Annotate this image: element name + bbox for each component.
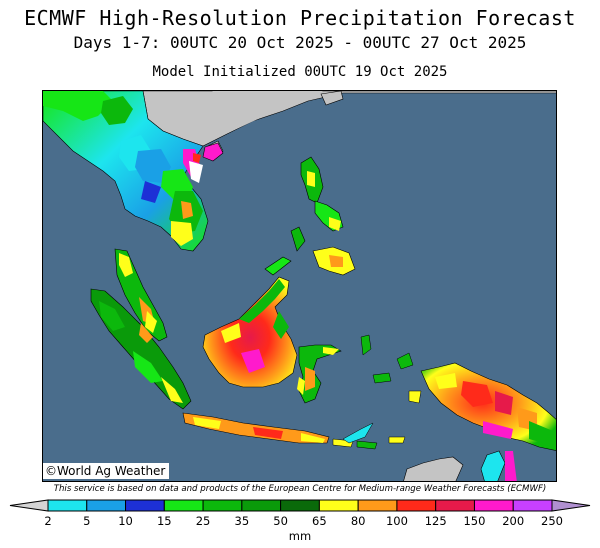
model-init-time: Model Initialized 00UTC 19 Oct 2025 xyxy=(152,64,448,80)
colorbar-swatch xyxy=(125,499,165,512)
colorbar-tick-label: 10 xyxy=(118,514,133,528)
malay-peninsula xyxy=(114,248,168,342)
forecast-period: Days 1-7: 00UTC 20 Oct 2025 - 00UTC 27 O… xyxy=(73,33,527,52)
maluku-islands xyxy=(360,334,422,404)
colorbar-swatch xyxy=(202,499,243,512)
colorbar-tick-label: 50 xyxy=(273,514,288,528)
lesser-sunda-islands xyxy=(332,422,406,450)
colorbar-tick-label: 2 xyxy=(44,514,52,528)
ecmwf-disclaimer: This service is based on data and produc… xyxy=(53,484,547,494)
colorbar-swatch xyxy=(86,499,127,512)
colorbar-swatch xyxy=(512,499,553,512)
credit-label: ©World Ag Weather xyxy=(43,463,170,479)
colorbar-swatch xyxy=(241,499,282,512)
colorbar-tick-label: 250 xyxy=(541,514,563,528)
precipitation-colorbar xyxy=(9,499,591,512)
borneo-island xyxy=(202,276,298,388)
colorbar-swatch xyxy=(47,499,88,512)
hainan-island xyxy=(202,142,224,162)
philippines-islands xyxy=(264,156,356,276)
colorbar-tick-label: 200 xyxy=(502,514,525,528)
colorbar-swatch xyxy=(280,499,320,512)
mainland-southeast-asia xyxy=(43,91,209,252)
colorbar-tick-label: 5 xyxy=(83,514,91,528)
sumatra-island xyxy=(90,288,192,410)
colorbar-arrow-low xyxy=(9,499,49,512)
northern-australia xyxy=(403,450,517,481)
colorbar-tick-label: 35 xyxy=(234,514,250,528)
colorbar-swatch xyxy=(357,499,398,512)
java-island xyxy=(182,412,330,444)
colorbar-swatch xyxy=(163,499,204,512)
colorbar-swatch xyxy=(473,499,514,512)
colorbar-arrow-high xyxy=(551,499,591,512)
precipitation-map xyxy=(42,90,557,482)
colorbar-tick-label: 150 xyxy=(463,514,486,528)
colorbar-swatch xyxy=(318,499,359,512)
colorbar-tick-label: 125 xyxy=(424,514,447,528)
colorbar-tick-label: 25 xyxy=(195,514,211,528)
colorbar-swatch xyxy=(435,499,475,512)
colorbar-tick-label: 65 xyxy=(312,514,327,528)
colorbar-tick-label: 80 xyxy=(350,514,366,528)
colorbar-unit: mm xyxy=(288,529,312,543)
colorbar-tick-label: 100 xyxy=(385,514,408,528)
colorbar-swatch xyxy=(396,499,437,512)
colorbar-tick-label: 15 xyxy=(156,514,172,528)
map-title: ECMWF High-Resolution Precipitation Fore… xyxy=(24,6,576,30)
sulawesi-island xyxy=(297,344,342,404)
new-guinea-island xyxy=(420,362,556,451)
